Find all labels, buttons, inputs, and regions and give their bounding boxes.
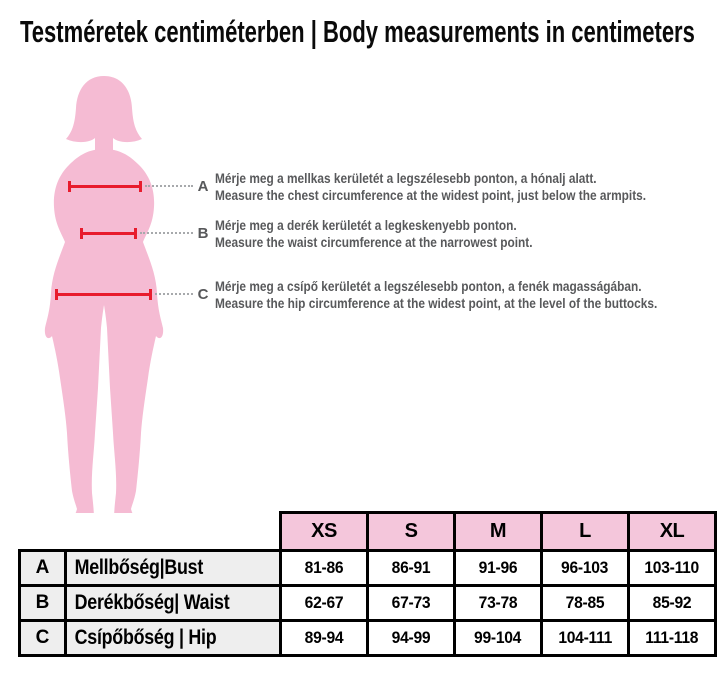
- cell-bust-m: 91-96: [453, 549, 543, 587]
- size-table-header-row: XS S M L XL: [19, 511, 717, 552]
- size-header-xl: XL: [627, 511, 717, 552]
- callout-label-b: B: [197, 225, 209, 242]
- size-header-s: S: [366, 511, 456, 552]
- waist-measure-tick-left: [80, 228, 83, 239]
- cell-hip-m: 99-104: [453, 619, 543, 657]
- measurement-text-a: Mérje meg a mellkas kerületét a legszéle…: [215, 170, 646, 204]
- hip-measure-tick-left: [55, 289, 58, 300]
- cell-bust-xs: 81-86: [279, 549, 369, 587]
- chest-measure-tick-right: [139, 181, 142, 192]
- header-spacer: [65, 512, 281, 551]
- row-letter-b: B: [18, 584, 67, 622]
- silhouette-body: [44, 149, 164, 531]
- chest-measure-line: [68, 181, 142, 192]
- table-row-waist: B Derékbőség| Waist 62-67 67-73 73-78 78…: [18, 584, 717, 622]
- chest-measure-tick-left: [68, 181, 71, 192]
- silhouette-head: [66, 76, 142, 143]
- cell-waist-m: 73-78: [453, 584, 543, 622]
- callout-label-a: A: [197, 178, 209, 195]
- female-body-silhouette: [44, 76, 164, 531]
- cell-hip-l: 104-111: [540, 619, 630, 657]
- page-title: Testméretek centiméterben | Body measure…: [20, 14, 695, 49]
- header-spacer: [19, 512, 66, 551]
- row-letter-c: C: [18, 619, 67, 657]
- measurement-text-a-en: Measure the chest circumference at the w…: [215, 188, 647, 203]
- callout-label-c: C: [197, 286, 209, 303]
- measurement-text-c: Mérje meg a csípő kerületét a legszélese…: [215, 278, 657, 312]
- cell-bust-s: 86-91: [366, 549, 456, 587]
- size-header-m: M: [453, 511, 543, 552]
- waist-measure-bar: [80, 232, 137, 235]
- cell-waist-s: 67-73: [366, 584, 456, 622]
- size-header-l: L: [540, 511, 630, 552]
- cell-waist-l: 78-85: [540, 584, 630, 622]
- table-row-bust: A Mellbőség|Bust 81-86 86-91 91-96 96-10…: [18, 549, 717, 587]
- cell-waist-xl: 85-92: [627, 584, 717, 622]
- silhouette-neck: [95, 123, 113, 155]
- measurement-text-b: Mérje meg a derék kerületét a legkeskeny…: [215, 217, 533, 251]
- cell-hip-xl: 111-118: [627, 619, 717, 657]
- hip-measure-bar: [55, 293, 152, 296]
- cell-waist-xs: 62-67: [279, 584, 369, 622]
- chest-leader-line: [145, 185, 193, 187]
- cell-bust-l: 96-103: [540, 549, 630, 587]
- size-table: XS S M L XL A Mellbőség|Bust 81-86 86-91…: [18, 511, 717, 657]
- measurement-text-b-hu: Mérje meg a derék kerületét a legkeskeny…: [215, 218, 517, 233]
- row-letter-a: A: [18, 549, 67, 587]
- hip-measure-line: [55, 289, 152, 300]
- chest-measure-bar: [68, 185, 142, 188]
- row-label-bust: Mellbőség|Bust: [64, 549, 282, 587]
- size-header-xs: XS: [279, 511, 369, 552]
- row-label-waist: Derékbőség| Waist: [64, 584, 282, 622]
- cell-hip-xs: 89-94: [279, 619, 369, 657]
- table-row-hip: C Csípőbőség | Hip 89-94 94-99 99-104 10…: [18, 619, 717, 657]
- waist-measure-line: [80, 228, 137, 239]
- hip-measure-tick-right: [149, 289, 152, 300]
- hip-leader-line: [155, 293, 193, 295]
- measurement-text-c-en: Measure the hip circumference at the wid…: [215, 296, 658, 311]
- waist-leader-line: [140, 232, 193, 234]
- cell-hip-s: 94-99: [366, 619, 456, 657]
- waist-measure-tick-right: [134, 228, 137, 239]
- measurement-text-c-hu: Mérje meg a csípő kerületét a legszélese…: [215, 279, 642, 294]
- measurement-text-a-hu: Mérje meg a mellkas kerületét a legszéle…: [215, 171, 597, 186]
- row-label-hip: Csípőbőség | Hip: [64, 619, 282, 657]
- cell-bust-xl: 103-110: [627, 549, 717, 587]
- measurement-text-b-en: Measure the waist circumference at the n…: [215, 235, 533, 250]
